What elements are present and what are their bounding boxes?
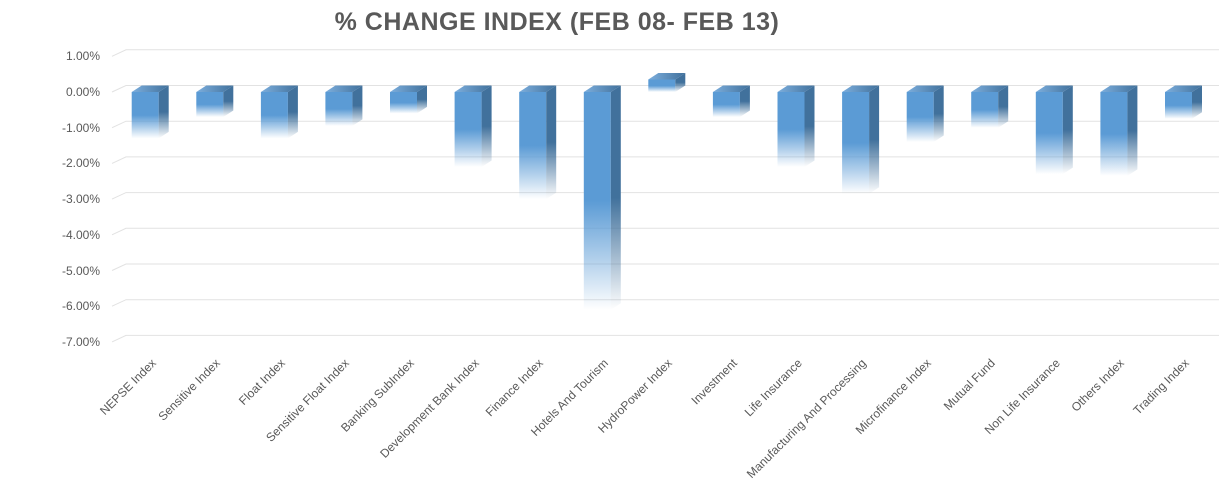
bar-top-face (454, 85, 492, 92)
bar-side-face (223, 85, 234, 117)
bar-side-face (287, 85, 298, 139)
bar-non-life-insurance (1035, 85, 1073, 175)
bar-top-face (971, 85, 1009, 92)
y-axis-tick-label: -5.00% (61, 263, 100, 278)
bar-top-face (583, 85, 621, 92)
y-axis-tick-label: 1.00% (65, 49, 100, 64)
bar-top-face (1035, 85, 1073, 92)
bar-side-face (352, 85, 363, 126)
bar-front-face (260, 92, 288, 139)
bar-manufacturing-and-processing (842, 85, 880, 194)
bar-front-face (131, 92, 159, 139)
bar-front-face (1035, 92, 1063, 175)
bar-finance-index (519, 85, 557, 200)
bar-front-face (583, 92, 611, 310)
bars-series (131, 73, 1202, 310)
bar-side-face (675, 73, 686, 92)
bar-sensitive-index (196, 85, 234, 117)
bar-side-face (933, 85, 944, 142)
bar-front-face (196, 92, 224, 117)
bar-side-face (417, 85, 427, 114)
bar-front-face (454, 92, 482, 167)
bar-top-face (712, 85, 750, 92)
bar-front-face (842, 92, 870, 194)
gridline (111, 192, 1219, 200)
bar-trading-index (1165, 85, 1202, 119)
bar-others-index (1100, 85, 1138, 176)
y-axis-tick-label: -6.00% (61, 299, 100, 314)
bar-front-face (1100, 92, 1128, 176)
bar-top-face (906, 85, 944, 92)
bar-side-face (1192, 85, 1202, 119)
bar-side-face (481, 85, 492, 167)
bar-side-face (546, 85, 557, 200)
bar-development-bank-index (454, 85, 492, 167)
bar-banking-subindex (390, 85, 427, 114)
bar-top-face (777, 85, 815, 92)
bar-front-face (906, 92, 934, 142)
bar-top-face (648, 73, 686, 80)
bar-top-face (325, 85, 363, 92)
gridline (111, 299, 1219, 307)
gridline (111, 49, 1219, 57)
y-axis-tick-label: 0.00% (65, 85, 100, 99)
y-axis-tick-label: -3.00% (61, 192, 100, 207)
y-axis-tick-label: -7.00% (61, 334, 100, 349)
bar-nepse-index (131, 85, 169, 139)
bar-top-face (1100, 85, 1138, 92)
gridline (111, 334, 1219, 343)
bar-side-face (610, 85, 621, 310)
bar-top-face (842, 85, 880, 92)
bar-float-index (260, 85, 298, 139)
bar-top-face (390, 85, 427, 92)
y-axis-tick-label: -4.00% (61, 227, 100, 242)
bar-side-face (1062, 85, 1073, 175)
bar-side-face (739, 85, 750, 117)
bar-microfinance-index (906, 85, 944, 142)
bar-front-face (1165, 92, 1192, 119)
bar-front-face (648, 79, 676, 92)
bar-side-face (869, 85, 880, 194)
bar-front-face (519, 92, 547, 200)
bar-top-face (519, 85, 557, 92)
bar-life-insurance (777, 85, 815, 167)
bar-front-face (712, 92, 740, 117)
bar-top-face (131, 85, 169, 92)
bar-side-face (804, 85, 815, 167)
gridline (111, 227, 1219, 236)
bar-hotels-and-tourism (583, 85, 621, 310)
bar-front-face (325, 92, 353, 126)
bar-investment (712, 85, 750, 117)
bar-hydropower-index (648, 73, 686, 92)
bar-mutual-fund (971, 85, 1009, 128)
bar-side-face (1127, 85, 1138, 176)
bar-sensitive-float-index (325, 85, 363, 126)
bar-top-face (260, 85, 298, 92)
bar-front-face (390, 92, 417, 114)
gridlines (111, 49, 1219, 343)
bar-top-face (196, 85, 234, 92)
chart-title: % CHANGE INDEX (FEB 08- FEB 13) (334, 8, 780, 36)
bar-front-face (971, 92, 999, 128)
bar-top-face (1165, 85, 1202, 92)
bar-side-face (158, 85, 169, 139)
bar-side-face (998, 85, 1009, 128)
y-axis-tick-label: -1.00% (61, 120, 100, 135)
y-axis-tick-label: -2.00% (61, 156, 100, 171)
bar-front-face (777, 92, 805, 167)
gridline (111, 263, 1219, 271)
